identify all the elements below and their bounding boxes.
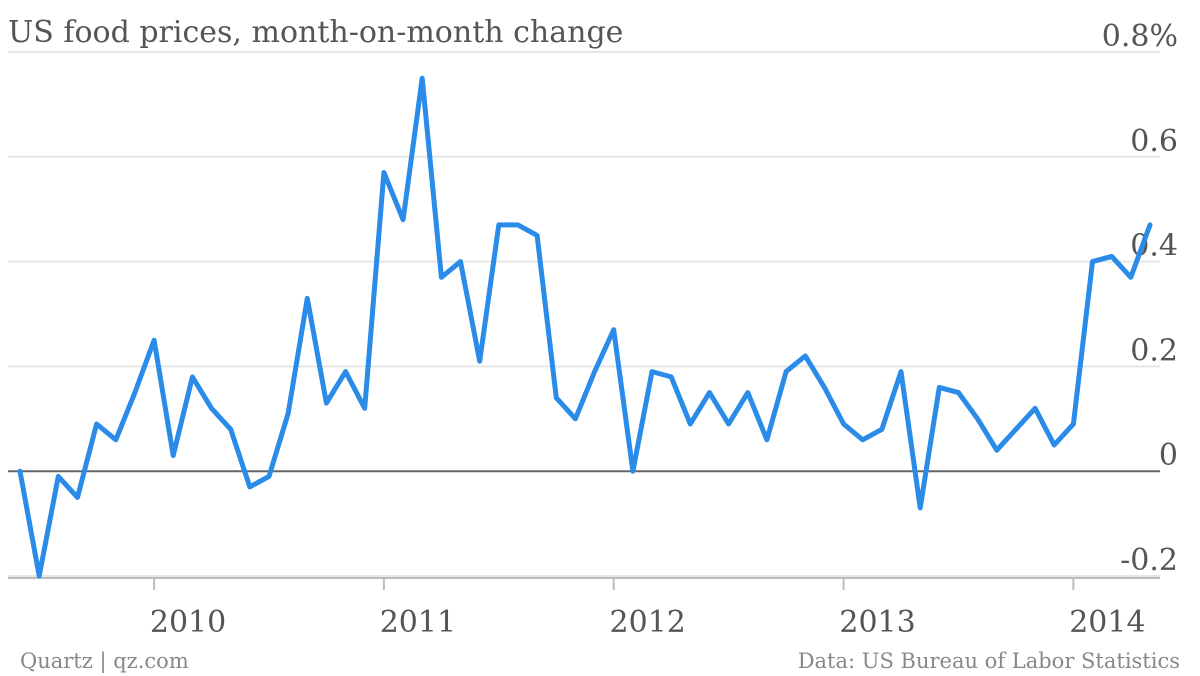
data-point [247,484,252,489]
data-point [94,422,99,427]
data-point [650,369,655,374]
data-point [401,217,406,222]
data-point [305,296,310,301]
data-point [535,233,540,238]
data-point [324,401,329,406]
data-point [152,338,157,343]
data-point [937,385,942,390]
data-point [994,448,999,453]
data-point [592,369,597,374]
data-point [1109,254,1114,259]
data-point [362,406,367,411]
data-point [1052,443,1057,448]
data-point [860,437,865,442]
data-point [707,390,712,395]
credit-text: Quartz | qz.com [20,649,189,674]
data-point [726,422,731,427]
data-point [1128,275,1133,280]
data-point [56,474,61,479]
data-point [573,416,578,421]
x-tick-label: 2013 [839,605,915,640]
data-point [1071,422,1076,427]
chart-title: US food prices, month-on-month change [8,15,623,50]
gridlines [8,51,1160,579]
y-tick-label: 0.6 [1130,124,1178,159]
data-point [458,259,463,264]
source-text: Data: US Bureau of Labor Statistics [798,649,1180,673]
data-point [381,170,386,175]
x-tick-label: 2011 [380,605,456,640]
y-axis-ticks: -0.200.20.40.60.8% [1102,19,1178,578]
data-point [439,275,444,280]
series-line [17,75,1153,579]
data-point [496,222,501,227]
data-point [784,369,789,374]
y-tick-label: 0.8% [1102,19,1178,54]
data-point [764,437,769,442]
data-point [1148,222,1153,227]
data-point [669,374,674,379]
data-point [841,422,846,427]
data-point [1013,427,1018,432]
data-point [477,359,482,364]
data-point [286,411,291,416]
data-point [879,427,884,432]
data-point [171,453,176,458]
x-tick-label: 2010 [150,605,226,640]
data-point [899,369,904,374]
data-point [975,416,980,421]
data-point [228,427,233,432]
y-tick-label: -0.2 [1120,543,1178,578]
data-point [745,390,750,395]
x-tick-label: 2014 [1069,605,1145,640]
data-point [113,437,118,442]
data-point [1090,259,1095,264]
data-point [822,385,827,390]
data-point [918,505,923,510]
data-point [18,469,23,474]
data-point [75,495,80,500]
x-tick-label: 2012 [610,605,686,640]
data-point [37,574,42,579]
y-tick-label: 0 [1159,438,1178,473]
data-point [956,390,961,395]
data-point [630,469,635,474]
data-point [803,353,808,358]
data-point [516,222,521,227]
data-point [190,374,195,379]
data-point [611,327,616,332]
data-point [688,422,693,427]
data-point [1033,406,1038,411]
x-axis-ticks: 2010 2011 2012 2013 2014 [150,578,1146,640]
series-layer [17,75,1153,579]
data-point [209,406,214,411]
data-point [343,369,348,374]
data-point [132,390,137,395]
data-point [554,395,559,400]
y-tick-label: 0.2 [1130,333,1178,368]
data-point [420,76,425,81]
data-point [267,474,272,479]
